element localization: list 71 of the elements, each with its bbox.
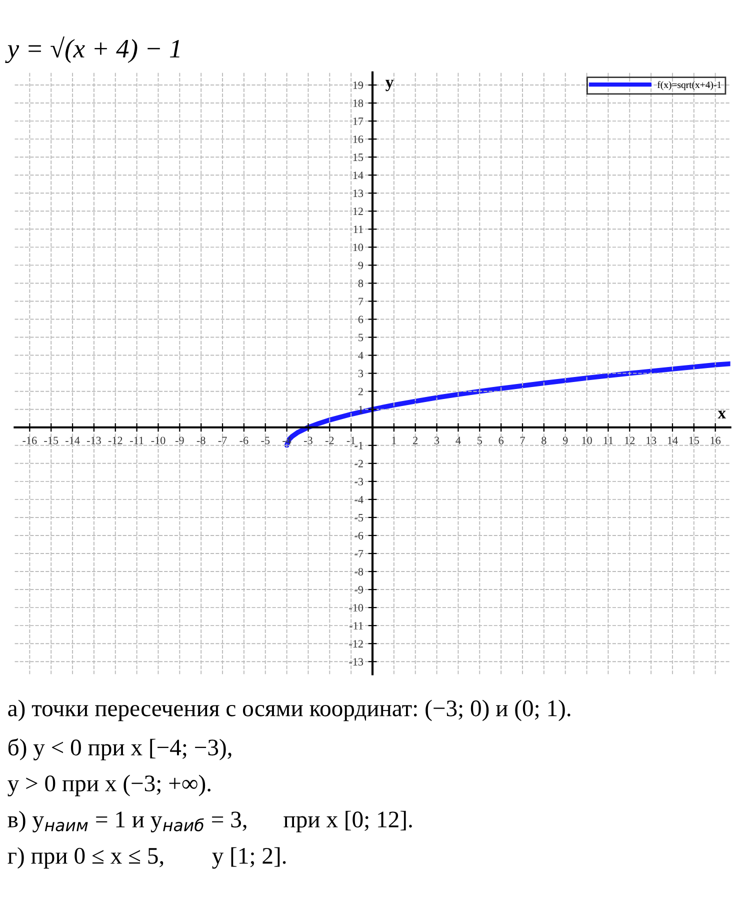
x-tick-label: 16 [710,436,721,444]
x-tick-label: 6 [498,436,504,444]
chart-title: y = √(x + 4) − 1 [5,36,180,64]
y-tick-label: 14 [353,172,364,179]
line-series [284,361,730,448]
x-tick-label: -7 [218,436,227,444]
x-tick-label: -2 [325,436,334,444]
x-tick-label: -15 [44,436,58,444]
y-tick-label: 16 [353,136,364,144]
x-tick-label: -16 [22,436,37,444]
y-tick-label: 11 [354,226,363,234]
y-tick-label: -9 [354,586,364,594]
y-tick-label: -11 [349,622,363,630]
x-tick-label: -11 [130,436,144,444]
y-tick-label: 17 [353,118,364,125]
y-tick-label: 3 [358,370,364,378]
y-tick-label: 4 [358,352,364,360]
y-tick-label: -2 [354,460,363,468]
x-tick-label: 1 [392,436,396,444]
x-tick-label: 15 [689,436,700,444]
text: а) точки пересечения с осями координат: (−3; 0) и (0; 1). [8,700,570,722]
y-tick-label: -4 [354,496,364,504]
x-tick-label: 3 [434,436,440,444]
y-tick-label: 6 [358,316,364,324]
y-tick-label: 15 [353,154,364,162]
x-tick-label: 14 [668,436,678,444]
y-tick-label: 12 [353,208,363,215]
y-tick-label: 13 [353,190,364,198]
x-tick-label: -6 [240,436,248,444]
x-tick-label: -12 [108,436,122,444]
text: г) при 0 ≤ x ≤ 5, y [1; 2]. [8,847,286,869]
x-tick-label: -9 [175,436,184,444]
y-tick-label: -12 [349,640,363,648]
x-tick-label: -10 [151,436,166,444]
y-tick-label: -10 [349,604,364,612]
x-tick-label: -3 [304,436,312,444]
y-tick-label: 5 [358,334,364,342]
text: y > 0 при x (−3; +∞). [8,774,210,796]
y-tick-label: -7 [354,550,364,558]
x-tick-label: 5 [478,436,482,444]
y-tick-label: 8 [358,280,364,288]
y-tick-label: 2 [358,388,363,396]
x-axis-title: x [718,410,726,418]
y-tick-label: -6 [354,532,364,540]
x-tick-label: 11 [604,436,613,444]
text: f(x)=sqrt(x+4)-1 [657,81,721,90]
x-tick-label: 9 [562,436,568,444]
x-tick-label: 7 [520,436,525,444]
y-tick-label: -8 [354,568,364,576]
x-tick-label: 12 [625,436,635,444]
y-tick-label: 7 [358,298,364,306]
x-tick-label: 4 [456,436,461,444]
y-tick-label: -1 [354,442,363,450]
x-tick-label: 2 [413,436,418,444]
x-tick-label: 10 [582,436,592,444]
y-tick-label: -3 [354,478,364,486]
x-tick-label: 8 [542,436,546,444]
text: в) y$_{наим}$ = 1 и y$_{наиб}$ = 3, при x [0; 12]. [8,810,412,832]
x-tick-label: -8 [196,436,206,444]
text: б) y < 0 при x [−4; −3), [8,738,232,760]
y-tick-label: 18 [353,100,364,107]
y-tick-label: -13 [349,658,364,666]
y-tick-label: 9 [358,262,364,270]
x-tick-label: -5 [261,436,270,444]
y-axis-title: y [386,80,394,92]
y-tick-label: 19 [353,82,364,89]
y-tick-label: -5 [354,514,364,522]
x-tick-label: -13 [86,436,101,444]
x-tick-label: -14 [66,436,80,444]
y-tick-label: 10 [353,244,364,252]
x-tick-label: 13 [646,436,656,444]
